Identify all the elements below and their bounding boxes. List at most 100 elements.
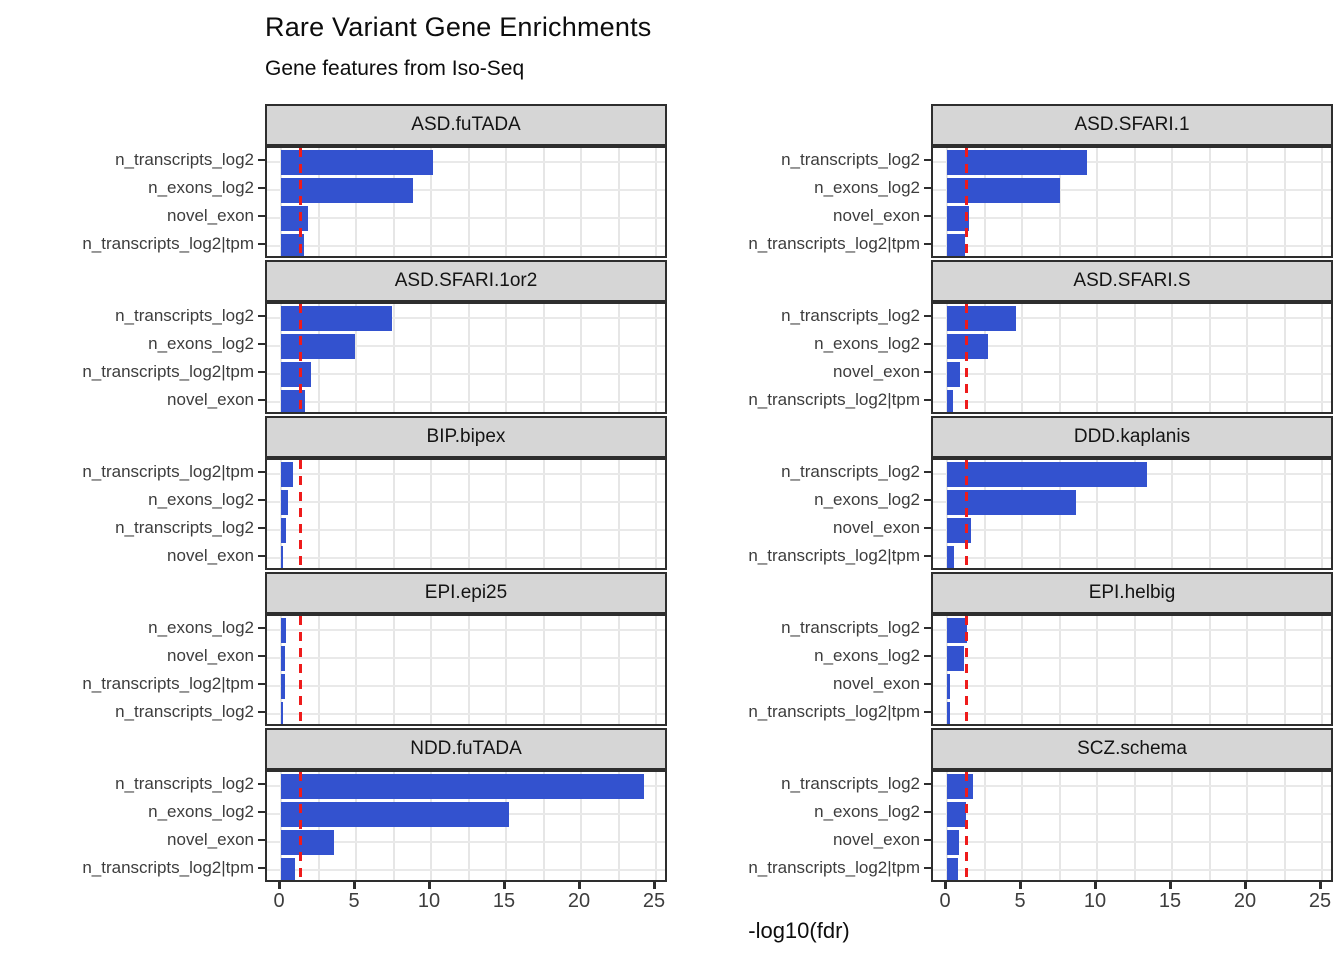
gridline-vertical: [1171, 460, 1173, 568]
y-axis-label: novel_exon: [833, 362, 920, 381]
bar-novel_exon: [947, 361, 960, 387]
y-axis-tick: [258, 839, 265, 841]
y-axis-label-row: n_transcripts_log2|tpm: [672, 698, 931, 726]
significance-threshold-line: [299, 772, 302, 880]
bar-n_transcripts_log2|tpm: [947, 389, 953, 412]
significance-threshold-line: [965, 772, 968, 880]
gridline-vertical: [580, 772, 582, 880]
gridline-horizontal: [933, 189, 1331, 191]
y-axis-label: n_exons_log2: [814, 178, 920, 197]
y-axis-tick: [924, 187, 931, 189]
x-axis-left-column: 0 5 10 15 20 25: [265, 882, 667, 916]
gridline-vertical: [1133, 616, 1136, 724]
gridline-horizontal: [267, 245, 665, 247]
x-axis-tick-label: 25: [1308, 890, 1332, 912]
y-axis-label: novel_exon: [833, 674, 920, 693]
y-axis-tick: [924, 371, 931, 373]
y-axis-label: n_transcripts_log2: [115, 774, 254, 793]
gridline-vertical: [1171, 304, 1173, 412]
y-axis-label-row: novel_exon: [672, 826, 931, 854]
bar-n_transcripts_log2: [281, 773, 644, 799]
y-axis-label: novel_exon: [833, 206, 920, 225]
gridline-vertical: [617, 148, 620, 256]
gridline-vertical: [1321, 304, 1323, 412]
gridline-vertical: [1283, 616, 1286, 724]
y-axis-label: n_transcripts_log2: [115, 518, 254, 537]
x-axis-tick-label: 10: [417, 890, 441, 912]
y-axis-tick: [924, 399, 931, 401]
y-axis-tick: [924, 811, 931, 813]
y-axis-label-row: n_exons_log2: [672, 798, 931, 826]
gridline-vertical: [467, 148, 470, 256]
gridline-horizontal: [267, 557, 665, 559]
gridline-vertical: [580, 460, 582, 568]
y-axis-tick: [258, 399, 265, 401]
x-axis-tick-label: 15: [1158, 890, 1182, 912]
y-axis-label-row: novel_exon: [672, 202, 931, 230]
y-axis-tick: [258, 159, 265, 161]
facet-SCZ.schema: SCZ.schema n_transcripts_log2 n_exons_log2…: [672, 728, 1344, 884]
y-axis-tick: [924, 527, 931, 529]
facet-strip: ASD.SFARI.1or2: [265, 260, 667, 302]
gridline-horizontal: [933, 813, 1331, 815]
bar-n_exons_log2: [947, 801, 966, 827]
gridline-vertical: [1133, 772, 1136, 880]
y-axis-tick: [924, 839, 931, 841]
y-axis-label-row: n_exons_log2: [0, 330, 265, 358]
gridline-horizontal: [933, 529, 1331, 531]
y-axis-label: n_exons_log2: [814, 802, 920, 821]
y-axis-label: n_transcripts_log2|tpm: [748, 234, 920, 253]
bar-n_exons_log2: [947, 177, 1060, 203]
y-axis-tick: [924, 867, 931, 869]
gridline-horizontal: [933, 401, 1331, 403]
gridline-vertical: [317, 460, 320, 568]
y-axis-label-row: n_exons_log2: [672, 330, 931, 358]
y-axis-label-row: n_transcripts_log2|tpm: [672, 386, 931, 414]
gridline-vertical: [1246, 460, 1248, 568]
x-axis-tick-label: 20: [567, 890, 591, 912]
facet-ASD.SFARI.S: ASD.SFARI.S n_transcripts_log2 n_exons_log…: [672, 260, 1344, 416]
gridline-vertical: [430, 304, 432, 412]
bar-n_transcripts_log2|tpm: [947, 545, 954, 568]
x-axis-tick: [943, 882, 947, 889]
gridline-horizontal: [933, 685, 1331, 687]
gridline-vertical: [392, 616, 395, 724]
bar-novel_exon: [281, 205, 308, 231]
facet-strip: ASD.SFARI.1: [931, 104, 1333, 146]
significance-threshold-line: [965, 304, 968, 412]
gridline-vertical: [542, 460, 545, 568]
bar-n_transcripts_log2|tpm: [281, 233, 305, 256]
gridline-vertical: [1246, 772, 1248, 880]
y-axis-label-row: n_transcripts_log2|tpm: [0, 230, 265, 258]
y-axis-label-row: novel_exon: [672, 358, 931, 386]
gridline-horizontal: [267, 317, 665, 319]
bar-n_transcripts_log2|tpm: [947, 233, 965, 256]
y-axis-label: novel_exon: [167, 830, 254, 849]
y-axis-tick: [258, 683, 265, 685]
gridline-vertical: [1321, 148, 1323, 256]
y-axis-label: n_transcripts_log2: [781, 618, 920, 637]
gridline-horizontal: [933, 785, 1331, 787]
y-axis-tick: [924, 783, 931, 785]
y-axis-labels: n_transcripts_log2 n_exons_log2 novel_exon…: [672, 770, 931, 882]
y-axis-tick: [258, 187, 265, 189]
significance-threshold-line: [299, 148, 302, 256]
gridline-vertical: [1283, 460, 1286, 568]
y-axis-label-row: n_transcripts_log2: [672, 302, 931, 330]
gridline-vertical: [1021, 616, 1023, 724]
panel-BIP.bipex: [265, 458, 667, 570]
bar-n_transcripts_log2: [947, 773, 974, 799]
gridline-vertical: [467, 616, 470, 724]
gridline-vertical: [1133, 460, 1136, 568]
y-axis-label-row: n_exons_log2: [0, 614, 265, 642]
gridline-vertical: [983, 616, 986, 724]
y-axis-label-row: n_transcripts_log2: [0, 698, 265, 726]
gridline-vertical: [1208, 148, 1211, 256]
panel-DDD.kaplanis: [931, 458, 1333, 570]
facet-strip: BIP.bipex: [265, 416, 667, 458]
gridline-vertical: [542, 616, 545, 724]
gridline-vertical: [1208, 304, 1211, 412]
gridline-vertical: [542, 772, 545, 880]
gridline-horizontal: [267, 657, 665, 659]
